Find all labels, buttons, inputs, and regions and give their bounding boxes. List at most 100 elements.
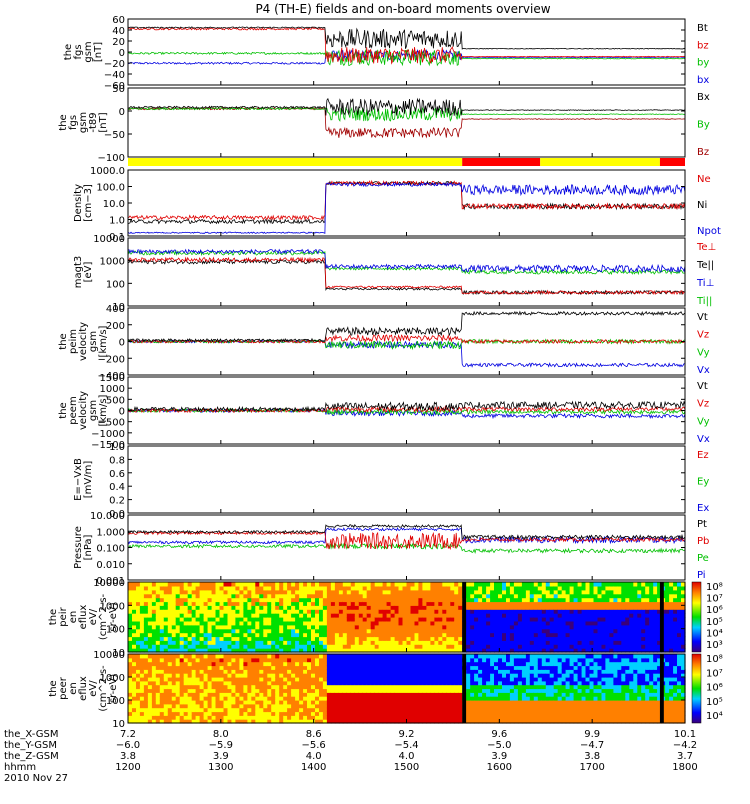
heatmap-cell: [156, 677, 161, 681]
heatmap-cell: [510, 666, 515, 670]
heatmap-cell: [271, 666, 276, 670]
heatmap-cell: [411, 696, 416, 700]
heatmap-cell: [164, 658, 169, 662]
series-pi: [128, 528, 685, 544]
heatmap-cell: [494, 700, 499, 704]
heatmap-cell: [482, 689, 487, 693]
heatmap-cell: [391, 582, 396, 587]
heatmap-cell: [578, 666, 583, 670]
heatmap-cell: [391, 590, 396, 595]
heatmap-cell: [399, 662, 404, 666]
heatmap-cell: [669, 609, 674, 614]
heatmap-cell: [498, 696, 503, 700]
heatmap-cell: [128, 582, 133, 587]
heatmap-cell: [494, 666, 499, 670]
heatmap-cell: [570, 696, 575, 700]
heatmap-cell: [216, 640, 221, 645]
heatmap-cell: [132, 662, 137, 666]
heatmap-cell: [295, 609, 300, 614]
heatmap-cell: [275, 629, 280, 634]
heatmap-cell: [331, 700, 336, 704]
panel-density: 1000.0100.010.01.00.1Density[cm−3]NeNiNp…: [73, 166, 721, 243]
heatmap-cell: [494, 696, 499, 700]
heatmap-cell: [550, 673, 555, 677]
heatmap-cell: [625, 644, 630, 649]
heatmap-cell: [430, 613, 435, 618]
heatmap-cell: [347, 598, 352, 603]
heatmap-cell: [323, 696, 328, 700]
y-tick-label: −1000: [91, 429, 125, 440]
heatmap-cell: [168, 666, 173, 670]
heatmap-cell: [403, 617, 408, 622]
heatmap-cell: [538, 712, 543, 716]
heatmap-cell: [426, 696, 431, 700]
heatmap-cell: [156, 708, 161, 712]
heatmap-cell: [482, 666, 487, 670]
heatmap-cell: [430, 700, 435, 704]
heatmap-cell: [574, 692, 579, 696]
heatmap-cell: [188, 644, 193, 649]
heatmap-cell: [605, 644, 610, 649]
heatmap-cell: [422, 700, 427, 704]
heatmap-cell: [458, 704, 463, 708]
heatmap-cell: [148, 696, 153, 700]
heatmap-cell: [188, 629, 193, 634]
heatmap-cell: [514, 621, 519, 626]
heatmap-cell: [271, 621, 276, 626]
heatmap-cell: [351, 689, 356, 693]
heatmap-cell: [327, 605, 332, 610]
heatmap-cell: [160, 609, 165, 614]
heatmap-cell: [590, 669, 595, 673]
heatmap-cell: [164, 666, 169, 670]
heatmap-cell: [279, 689, 284, 693]
heatmap-cell: [411, 617, 416, 622]
heatmap-cell: [184, 594, 189, 599]
heatmap-cell: [578, 685, 583, 689]
heatmap-cell: [570, 666, 575, 670]
heatmap-cell: [454, 658, 459, 662]
heatmap-cell: [200, 673, 205, 677]
heatmap-cell: [180, 704, 185, 708]
heatmap-cell: [598, 658, 603, 662]
heatmap-cell: [474, 700, 479, 704]
heatmap-cell: [510, 658, 515, 662]
heatmap-cell: [466, 586, 471, 591]
heatmap-cell: [160, 654, 165, 658]
heatmap-cell: [594, 662, 599, 666]
heatmap-cell: [371, 629, 376, 634]
heatmap-cell: [645, 594, 650, 599]
heatmap-cell: [522, 692, 527, 696]
heatmap-cell: [263, 662, 268, 666]
heatmap-cell: [231, 696, 236, 700]
heatmap-cell: [407, 712, 412, 716]
heatmap-cell: [148, 666, 153, 670]
heatmap-cell: [140, 633, 145, 638]
heatmap-cell: [422, 590, 427, 595]
heatmap-cell: [629, 598, 634, 603]
heatmap-cell: [220, 594, 225, 599]
heatmap-cell: [279, 590, 284, 595]
heatmap-cell: [594, 704, 599, 708]
y-tick-label: 0.6: [109, 469, 125, 480]
heatmap-cell: [430, 598, 435, 603]
heatmap-cell: [383, 609, 388, 614]
heatmap-cell: [311, 696, 316, 700]
heatmap-cell: [200, 689, 205, 693]
heatmap-cell: [176, 617, 181, 622]
heatmap-cell: [387, 644, 392, 649]
heatmap-cell: [347, 712, 352, 716]
heatmap-cell: [204, 704, 209, 708]
heatmap-cell: [494, 715, 499, 719]
heatmap-cell: [590, 689, 595, 693]
heatmap-cell: [363, 640, 368, 645]
heatmap-cell: [196, 677, 201, 681]
heatmap-cell: [279, 598, 284, 603]
heatmap-cell: [371, 644, 376, 649]
heatmap-cell: [566, 613, 571, 618]
heatmap-cell: [486, 696, 491, 700]
heatmap-cell: [510, 677, 515, 681]
heatmap-cell: [633, 582, 638, 587]
heatmap-cell: [665, 640, 670, 645]
heatmap-cell: [502, 625, 507, 630]
heatmap-cell: [148, 673, 153, 677]
